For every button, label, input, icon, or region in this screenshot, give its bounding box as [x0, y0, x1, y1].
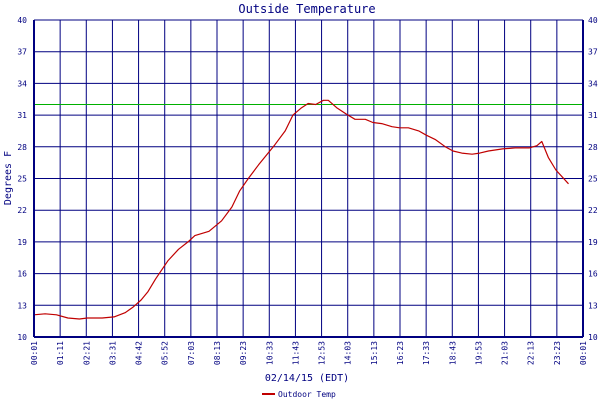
x-tick-label: 21:03	[501, 341, 510, 365]
y-tick-label-right: 25	[588, 175, 598, 184]
x-tick-label: 00:01	[579, 341, 588, 365]
y-tick-labels-right: 10 13 16 19 22 25 28 31 34 37 40	[588, 16, 598, 342]
x-tick-label: 05:52	[161, 341, 170, 365]
y-tick-label-right: 10	[588, 333, 598, 342]
y-tick-label-right: 16	[588, 270, 598, 279]
x-tick-label: 01:11	[56, 341, 65, 365]
x-tick-label: 16:23	[396, 341, 405, 365]
series-line-outdoor-temp	[33, 99, 569, 320]
y-tick-label: 13	[17, 301, 27, 310]
x-tick-label: 15:13	[370, 341, 379, 365]
y-tick-labels-left: 10 13 16 19 22 25 28 31 34 37 40	[17, 16, 27, 342]
x-tick-label: 08:13	[213, 341, 222, 365]
x-axis-label: 02/14/15 (EDT)	[265, 373, 349, 384]
y-tick-label-right: 40	[588, 16, 598, 25]
x-tick-label: 07:03	[187, 341, 196, 365]
y-tick-label: 16	[17, 270, 27, 279]
x-tick-label: 18:43	[448, 341, 457, 365]
legend-label-outdoor-temp: Outdoor Temp	[278, 390, 336, 399]
y-tick-label-right: 31	[588, 111, 598, 120]
x-tick-label: 14:03	[344, 341, 353, 365]
x-tick-label: 00:01	[30, 341, 39, 365]
y-tick-label-right: 34	[588, 79, 598, 88]
y-tick-label-right: 13	[588, 301, 598, 310]
y-tick-label: 28	[17, 143, 27, 152]
y-tick-label: 10	[17, 333, 27, 342]
y-tick-label: 34	[17, 79, 27, 88]
y-tick-label-right: 19	[588, 238, 598, 247]
x-tick-label: 02:21	[82, 341, 91, 365]
y-tick-label-right: 37	[588, 48, 598, 57]
x-tick-label: 10:33	[265, 341, 274, 365]
x-tick-labels: 00:01 01:11 02:21 03:31 04:42 05:52 07:03 08:13…	[30, 341, 588, 365]
y-tick-label: 40	[17, 16, 27, 25]
x-tick-label: 12:53	[318, 341, 327, 365]
x-tick-label: 09:23	[239, 341, 248, 365]
series-group	[33, 99, 569, 320]
y-tick-label-right: 22	[588, 206, 598, 215]
y-tick-label: 19	[17, 238, 27, 247]
x-tick-label: 04:42	[135, 341, 144, 365]
x-tick-label: 19:53	[474, 341, 483, 365]
y-tick-label-right: 28	[588, 143, 598, 152]
legend: Outdoor Temp	[262, 390, 336, 399]
plot-frame	[33, 19, 584, 338]
x-tick-label: 17:33	[422, 341, 431, 365]
x-tick-label: 11:43	[291, 341, 300, 365]
y-tick-label: 22	[17, 206, 27, 215]
x-tick-label: 23:23	[553, 341, 562, 365]
x-tick-label: 03:31	[108, 341, 117, 365]
chart-title: Outside Temperature	[238, 2, 375, 16]
x-tick-label: 22:13	[527, 341, 536, 365]
y-tick-label: 25	[17, 175, 27, 184]
y-axis-label: Degrees F	[3, 151, 14, 205]
y-tick-label: 37	[17, 48, 27, 57]
y-tick-label: 31	[17, 111, 27, 120]
